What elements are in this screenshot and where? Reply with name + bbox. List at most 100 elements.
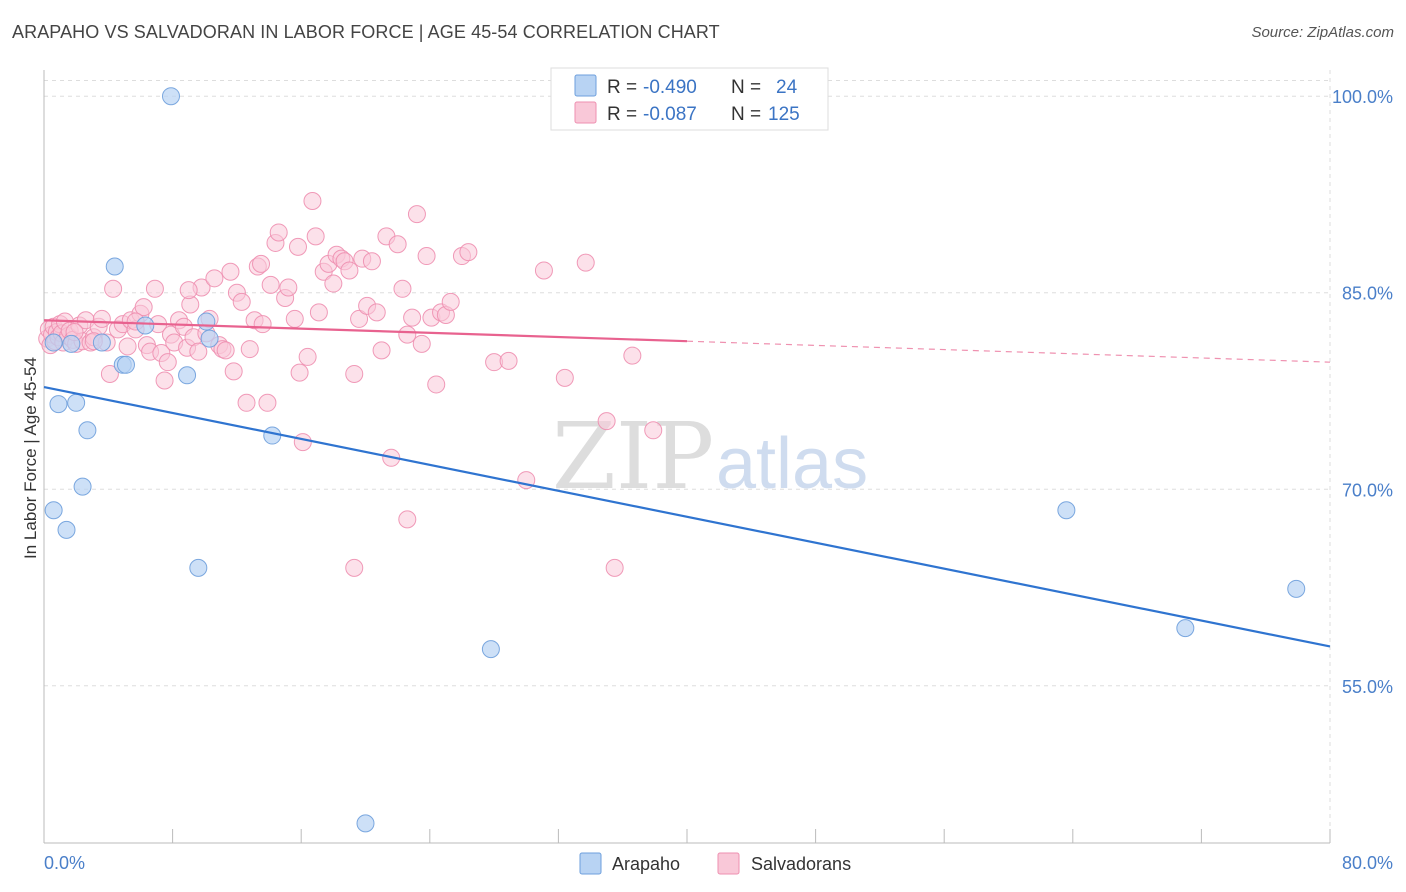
salvadoran-point	[269, 223, 288, 242]
salvadoran-point	[345, 558, 364, 577]
salvadoran-point	[189, 342, 208, 361]
arapaho-point	[57, 520, 76, 539]
salvadoran-point	[362, 252, 381, 271]
salvadoran-point	[417, 247, 436, 266]
salvadoran-point	[232, 292, 251, 311]
arapaho-point	[44, 333, 63, 352]
arapaho-trend-line	[43, 385, 1331, 648]
arapaho-point	[197, 312, 216, 331]
arapaho-point	[78, 421, 97, 440]
legend-r-label-salvadoran: R =	[607, 104, 637, 125]
salvadoran-point	[623, 346, 642, 365]
arapaho-point	[481, 640, 500, 659]
salvadoran-trend-extension	[686, 340, 1331, 363]
salvadoran-point	[155, 371, 174, 390]
salvadoran-point	[367, 303, 386, 322]
salvadoran-point	[555, 368, 574, 387]
arapaho-point	[200, 329, 219, 348]
salvadoran-point	[393, 279, 412, 298]
salvadoran-point	[290, 363, 309, 382]
arapaho-point	[1057, 501, 1076, 520]
salvadoran-point	[224, 362, 243, 381]
salvadoran-point	[118, 337, 137, 356]
arapaho-point	[73, 477, 92, 496]
salvadoran-point	[303, 192, 322, 211]
arapaho-point	[116, 355, 135, 374]
series-salvadorans	[38, 192, 663, 577]
y-tick-label: 70.0%	[1342, 480, 1393, 500]
legend-r-value-salvadoran: -0.087	[643, 104, 697, 125]
salvadoran-point	[340, 261, 359, 280]
bottom-legend-swatch-salvadoran	[717, 852, 740, 875]
y-tick-label: 85.0%	[1342, 284, 1393, 304]
chart-title: ARAPAHO VS SALVADORAN IN LABOR FORCE | A…	[12, 22, 720, 42]
salvadoran-point	[253, 315, 272, 334]
legend-r-label-arapaho: R =	[607, 77, 637, 98]
bottom-legend: Arapaho Salvadorans	[579, 852, 851, 875]
arapaho-point	[62, 334, 81, 353]
watermark: ZIP atlas	[552, 403, 868, 510]
salvadoran-point	[221, 262, 240, 281]
source-credit: Source: ZipAtlas.com	[1251, 24, 1394, 41]
salvadoran-point	[441, 292, 460, 311]
salvadoran-point	[644, 421, 663, 440]
salvadoran-point	[306, 227, 325, 246]
salvadoran-point	[205, 269, 224, 288]
salvadoran-point	[324, 274, 343, 293]
legend-n-label-salvadoran: N =	[731, 104, 761, 125]
salvadoran-point	[240, 340, 259, 359]
legend-swatch-arapaho	[574, 74, 597, 97]
salvadoran-point	[407, 205, 426, 224]
arapaho-point	[67, 393, 86, 412]
arapaho-point	[263, 426, 282, 445]
arapaho-point	[189, 558, 208, 577]
salvadoran-point	[100, 364, 119, 383]
legend-frame	[550, 67, 829, 131]
salvadoran-point	[104, 279, 123, 298]
trend-lines	[43, 319, 1331, 648]
bottom-legend-label-arapaho: Arapaho	[612, 854, 680, 874]
salvadoran-point	[403, 308, 422, 327]
bottom-legend-swatch-arapaho	[579, 852, 602, 875]
salvadoran-point	[145, 279, 164, 298]
arapaho-point	[49, 395, 68, 414]
salvadoran-point	[576, 253, 595, 272]
arapaho-point	[356, 814, 375, 833]
salvadoran-point	[412, 334, 431, 353]
watermark-zip: ZIP	[552, 403, 714, 510]
salvadoran-point	[398, 325, 417, 344]
salvadoran-point	[309, 303, 328, 322]
salvadoran-point	[92, 309, 111, 328]
y-tick-label: 55.0%	[1342, 677, 1393, 697]
axes	[43, 70, 1331, 844]
arapaho-point	[105, 257, 124, 276]
bottom-legend-label-salvadoran: Salvadorans	[751, 854, 851, 874]
salvadoran-point	[285, 309, 304, 328]
y-tick-labels: 55.0% 70.0% 85.0% 100.0%	[1332, 87, 1393, 697]
arapaho-point	[92, 333, 111, 352]
legend-r-value-arapaho: -0.490	[643, 77, 697, 98]
salvadoran-point	[605, 558, 624, 577]
salvadoran-point	[459, 243, 478, 262]
salvadoran-point	[134, 298, 153, 317]
legend-n-label-arapaho: N =	[731, 77, 761, 98]
arapaho-point	[161, 87, 180, 106]
salvadoran-point	[499, 351, 518, 370]
salvadoran-point	[345, 364, 364, 383]
watermark-atlas: atlas	[716, 424, 868, 504]
salvadoran-point	[261, 275, 280, 294]
salvadoran-point	[179, 281, 198, 300]
y-axis-label: In Labor Force | Age 45-54	[21, 357, 40, 559]
legend-n-value-salvadoran: 125	[768, 104, 800, 125]
arapaho-point	[1287, 579, 1306, 598]
series-arapaho	[44, 87, 1306, 833]
salvadoran-point	[158, 353, 177, 372]
salvadoran-point	[534, 261, 553, 280]
arapaho-point	[1176, 619, 1195, 638]
salvadoran-point	[597, 412, 616, 431]
legend-n-value-arapaho: 24	[776, 77, 798, 98]
legend-swatch-salvadoran	[574, 101, 597, 124]
salvadoran-point	[388, 235, 407, 254]
salvadoran-point	[298, 347, 317, 366]
